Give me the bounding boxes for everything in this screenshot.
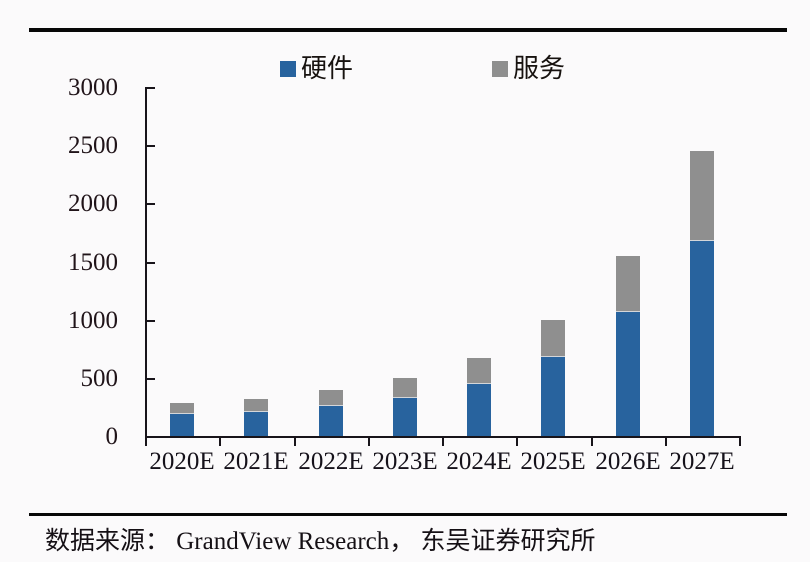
bar-2022e-services — [319, 390, 343, 406]
bar-2026e-services — [616, 256, 640, 312]
legend-label-services: 服务 — [513, 54, 566, 83]
x-tick-3 — [368, 438, 370, 446]
y-tick-label-3000: 3000 — [68, 74, 118, 101]
y-tick-label-1000: 1000 — [68, 307, 118, 334]
legend-swatch-hardware — [280, 61, 296, 77]
bar-2027e-services — [690, 151, 714, 241]
x-category-label-2025e: 2025E — [520, 448, 586, 475]
x-tick-6 — [591, 438, 593, 446]
bar-2027e-hardware — [690, 241, 714, 436]
y-tick-1500 — [147, 262, 155, 264]
legend-label-hardware: 硬件 — [301, 54, 354, 83]
bar-2024e-hardware — [467, 384, 491, 436]
bar-2024e-services — [467, 358, 491, 384]
y-tick-2000 — [147, 203, 155, 205]
data-source-caption: 数据来源： GrandView Research， 东吴证券研究所 — [45, 528, 596, 555]
x-tick-4 — [442, 438, 444, 446]
y-axis-line — [145, 87, 147, 438]
x-category-label-2024e: 2024E — [446, 448, 512, 475]
x-category-label-2022e: 2022E — [298, 448, 364, 475]
y-tick-3000 — [147, 87, 155, 89]
y-tick-label-500: 500 — [80, 365, 119, 392]
x-category-label-2023e: 2023E — [372, 448, 438, 475]
bar-2020e-services — [170, 403, 194, 414]
x-tick-0 — [145, 438, 147, 446]
legend-swatch-services — [492, 61, 508, 77]
x-category-label-2026e: 2026E — [595, 448, 661, 475]
y-tick-2500 — [147, 145, 155, 147]
x-category-label-2027e: 2027E — [669, 448, 735, 475]
bar-2021e-services — [244, 399, 268, 412]
x-tick-7 — [665, 438, 667, 446]
y-tick-label-0: 0 — [105, 423, 119, 450]
bar-2025e-services — [541, 320, 565, 357]
x-category-label-2021e: 2021E — [223, 448, 289, 475]
bar-2025e-hardware — [541, 357, 565, 436]
y-tick-label-1500: 1500 — [68, 249, 118, 276]
top-rule — [29, 28, 787, 32]
x-tick-1 — [219, 438, 221, 446]
bar-2023e-hardware — [393, 398, 417, 436]
x-axis-line — [145, 436, 741, 438]
legend-item-services: 服务 — [492, 54, 602, 85]
bottom-rule — [29, 513, 787, 516]
bar-2023e-services — [393, 378, 417, 398]
x-category-label-2020e: 2020E — [149, 448, 215, 475]
bar-2026e-hardware — [616, 312, 640, 436]
y-tick-1000 — [147, 320, 155, 322]
y-tick-label-2500: 2500 — [68, 132, 118, 159]
x-tick-8 — [739, 438, 741, 446]
bar-2020e-hardware — [170, 414, 194, 436]
x-tick-2 — [294, 438, 296, 446]
y-tick-label-2000: 2000 — [68, 190, 118, 217]
x-tick-5 — [516, 438, 518, 446]
y-tick-500 — [147, 378, 155, 380]
bar-2021e-hardware — [244, 412, 268, 436]
legend-item-hardware: 硬件 — [280, 54, 390, 85]
bar-2022e-hardware — [319, 406, 343, 436]
